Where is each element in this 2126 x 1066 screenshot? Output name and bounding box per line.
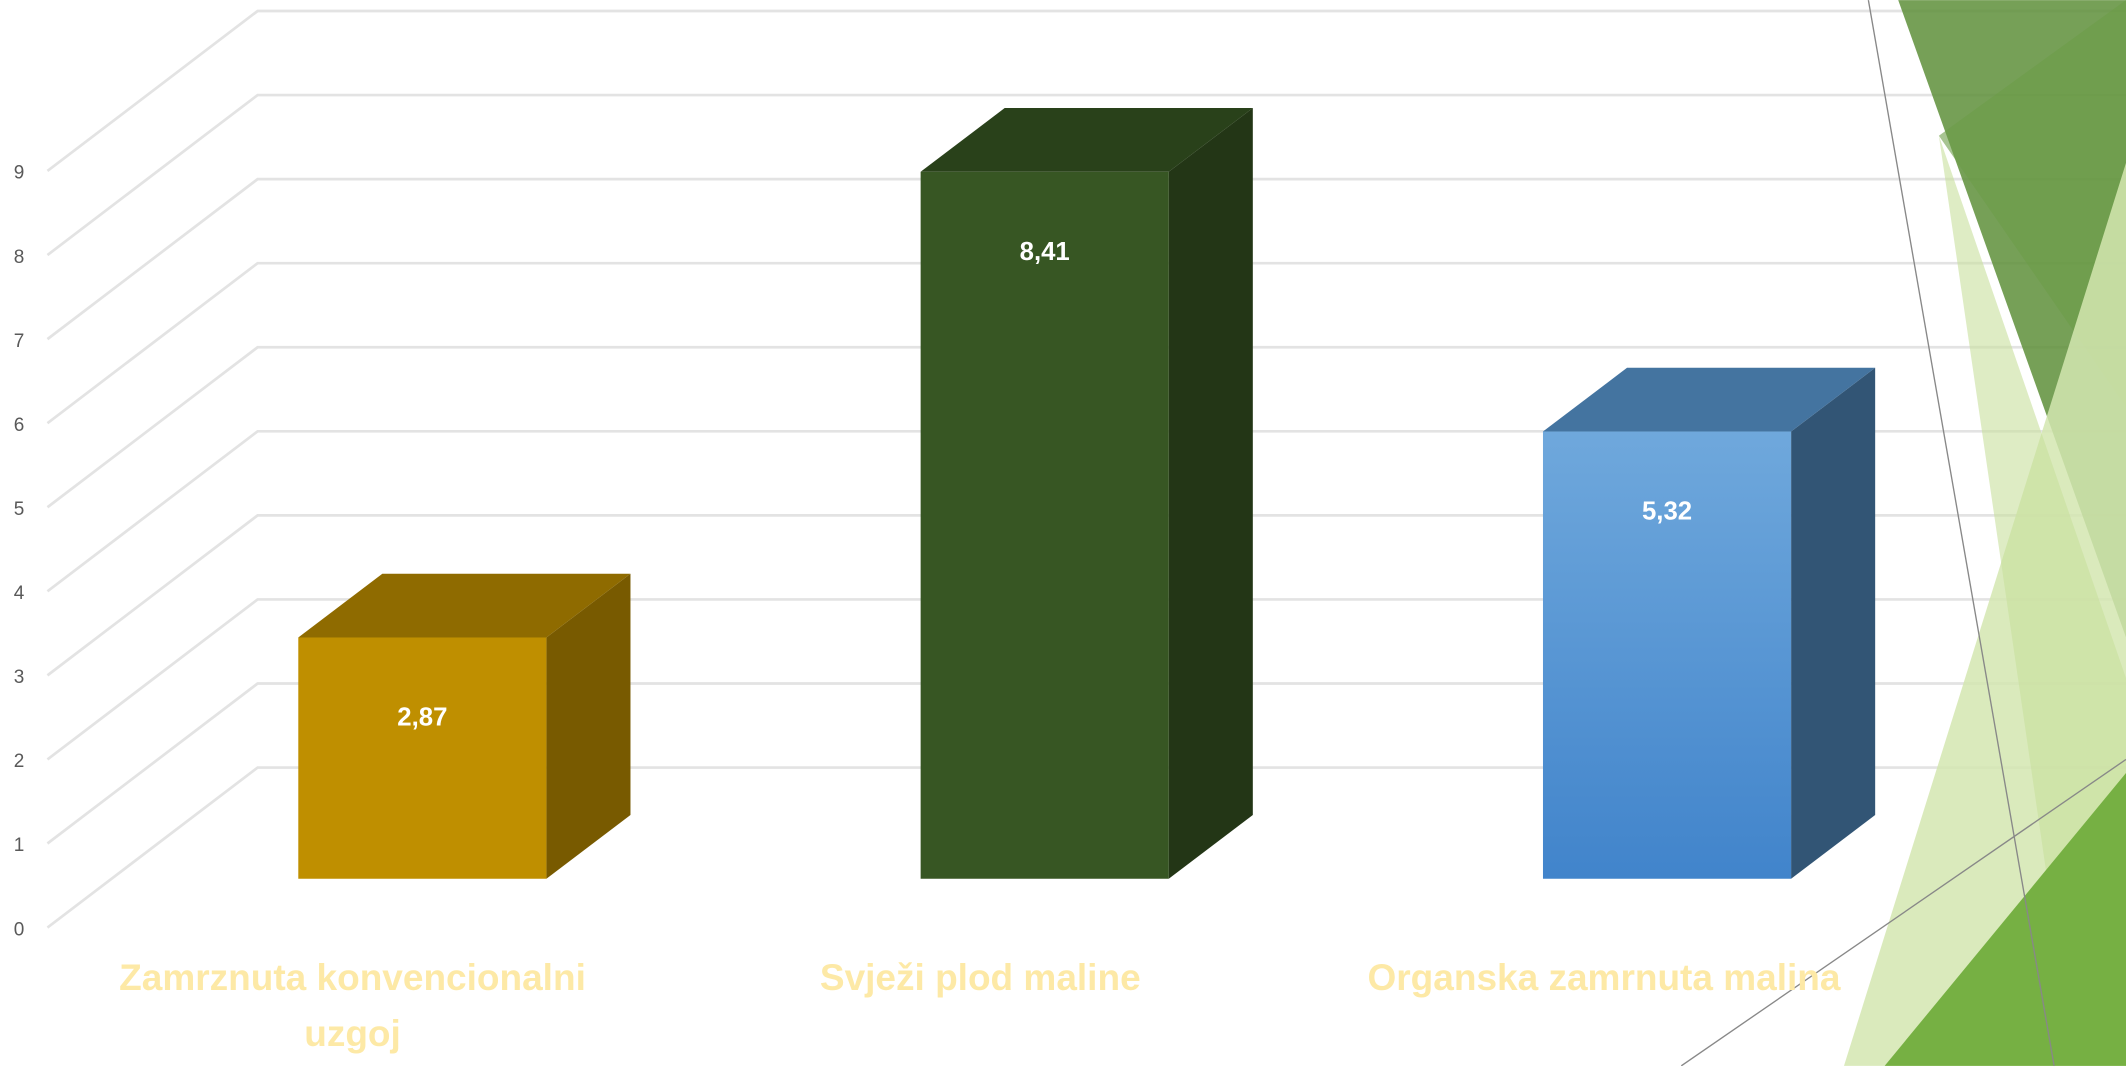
- y-tick-label: 2: [14, 751, 25, 772]
- bar-top: [298, 573, 631, 638]
- grid-line: [46, 682, 2126, 845]
- decoration: [1680, 0, 2126, 1066]
- bar: [920, 171, 1169, 879]
- bar: [298, 637, 547, 879]
- y-tick-label: 5: [14, 499, 25, 520]
- y-tick-label: 8: [14, 247, 25, 268]
- data-label: 5,32: [1642, 498, 1692, 526]
- y-tick-label: 9: [14, 163, 25, 184]
- x-tick-label: Organska zamrnuta malina: [1367, 956, 1841, 998]
- y-tick-label: 4: [14, 583, 25, 604]
- bar-top: [920, 108, 1253, 172]
- grid-line: [46, 93, 2126, 257]
- grid-line: [46, 9, 2126, 173]
- data-label: 8,41: [1020, 238, 1070, 266]
- data-label: 2,87: [397, 704, 447, 732]
- grid-line: [46, 766, 2126, 929]
- bar-side: [546, 573, 631, 879]
- y-tick-label: 6: [14, 415, 25, 436]
- x-tick-label: Zamrznuta konvencionalni uzgoj: [119, 956, 586, 1054]
- grid-line: [46, 429, 2126, 593]
- bar-top: [1542, 367, 1876, 432]
- y-tick-label: 1: [14, 835, 25, 856]
- grid-line: [46, 345, 2126, 509]
- grid-line: [46, 514, 2126, 677]
- grid-line: [46, 177, 2126, 341]
- y-tick-label: 3: [14, 667, 25, 688]
- bar-side: [1791, 367, 1876, 879]
- bar: [1542, 431, 1792, 879]
- grid-line: [46, 598, 2126, 761]
- y-tick-label: 0: [14, 919, 25, 940]
- x-tick-label: Svježi plod maline: [819, 956, 1141, 998]
- bar-side: [1168, 108, 1253, 879]
- y-tick-label: 7: [14, 331, 25, 352]
- grid-line: [46, 261, 2126, 425]
